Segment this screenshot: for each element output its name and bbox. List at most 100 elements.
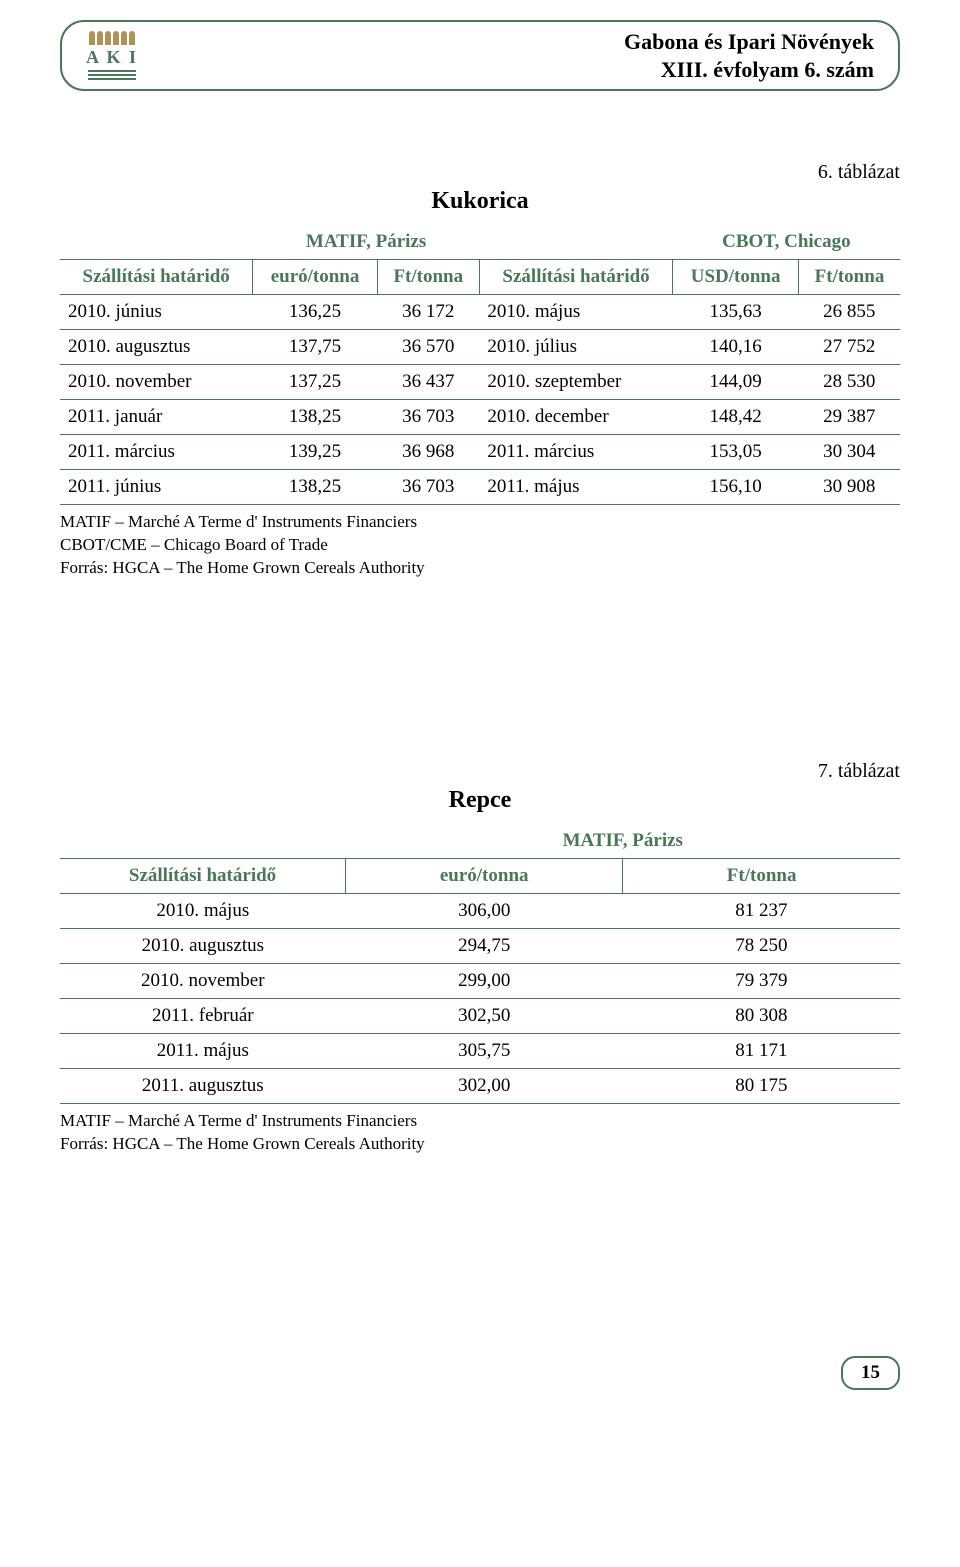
- cell: 36 172: [377, 295, 479, 330]
- cell: 2011. június: [60, 470, 253, 505]
- cell: 2010. december: [479, 400, 672, 435]
- cell: 138,25: [253, 470, 377, 505]
- table6-col-delivery-right: Szállítási határidő: [479, 260, 672, 295]
- table7-col-ft: Ft/tonna: [623, 858, 900, 893]
- header-title-line1: Gabona és Ipari Növények: [624, 28, 874, 56]
- cell: 2010. szeptember: [479, 365, 672, 400]
- cell: 144,09: [673, 365, 799, 400]
- cell: 135,63: [673, 295, 799, 330]
- table7-col-delivery: Szállítási határidő: [60, 858, 346, 893]
- cell: 81 171: [623, 1033, 900, 1068]
- cell: 36 437: [377, 365, 479, 400]
- table-row: 2011. február302,5080 308: [60, 998, 900, 1033]
- table-row: 2010. augusztus294,7578 250: [60, 928, 900, 963]
- note-line: MATIF – Marché A Terme d' Instruments Fi…: [60, 511, 900, 534]
- cell: 28 530: [798, 365, 900, 400]
- cell: 302,00: [346, 1068, 623, 1103]
- table6-left-group: MATIF, Párizs: [253, 225, 480, 260]
- cell: 140,16: [673, 330, 799, 365]
- table6-notes: MATIF – Marché A Terme d' Instruments Fi…: [60, 511, 900, 580]
- table-row: 2010. május306,0081 237: [60, 893, 900, 928]
- note-line: CBOT/CME – Chicago Board of Trade: [60, 534, 900, 557]
- cell: 2010. augusztus: [60, 330, 253, 365]
- cell: 137,25: [253, 365, 377, 400]
- cell: 148,42: [673, 400, 799, 435]
- table6-col-usd: USD/tonna: [673, 260, 799, 295]
- table7-title: Repce: [60, 787, 900, 814]
- cell: 2010. július: [479, 330, 672, 365]
- cell: 299,00: [346, 963, 623, 998]
- cell: 2010. június: [60, 295, 253, 330]
- cell: 36 703: [377, 400, 479, 435]
- cell: 29 387: [798, 400, 900, 435]
- cell: 2011. január: [60, 400, 253, 435]
- table6-col-ft-left: Ft/tonna: [377, 260, 479, 295]
- logo-text: A K I: [86, 47, 138, 68]
- cell: 2010. augusztus: [60, 928, 346, 963]
- cell: 2011. május: [60, 1033, 346, 1068]
- cell: 2011. március: [479, 435, 672, 470]
- cell: 156,10: [673, 470, 799, 505]
- table-row: 2011. március139,2536 9682011. március15…: [60, 435, 900, 470]
- cell: 2010. november: [60, 963, 346, 998]
- note-line: MATIF – Marché A Terme d' Instruments Fi…: [60, 1110, 900, 1133]
- cell: 2011. február: [60, 998, 346, 1033]
- table-row: 2011. augusztus302,0080 175: [60, 1068, 900, 1103]
- note-line: Forrás: HGCA – The Home Grown Cereals Au…: [60, 557, 900, 580]
- cell: 2010. november: [60, 365, 253, 400]
- table6-col-ft-right: Ft/tonna: [798, 260, 900, 295]
- cell: 305,75: [346, 1033, 623, 1068]
- cell: 138,25: [253, 400, 377, 435]
- table6-title: Kukorica: [60, 188, 900, 215]
- cell: 27 752: [798, 330, 900, 365]
- cell: 306,00: [346, 893, 623, 928]
- table7-group: MATIF, Párizs: [346, 824, 900, 859]
- table7-notes: MATIF – Marché A Terme d' Instruments Fi…: [60, 1110, 900, 1156]
- table-row: 2010. június136,2536 1722010. május135,6…: [60, 295, 900, 330]
- cell: 137,75: [253, 330, 377, 365]
- table7-caption: 7. táblázat: [818, 760, 900, 783]
- cell: 2011. május: [479, 470, 672, 505]
- cell: 30 304: [798, 435, 900, 470]
- cell: 79 379: [623, 963, 900, 998]
- cell: 2010. május: [479, 295, 672, 330]
- table-row: 2010. november137,2536 4372010. szeptemb…: [60, 365, 900, 400]
- cell: 80 175: [623, 1068, 900, 1103]
- cell: 302,50: [346, 998, 623, 1033]
- table-row: 2010. november299,0079 379: [60, 963, 900, 998]
- table6-col-delivery-left: Szállítási határidő: [60, 260, 253, 295]
- logo-crop-icon: [89, 31, 135, 45]
- cell: 80 308: [623, 998, 900, 1033]
- cell: 30 908: [798, 470, 900, 505]
- table7: MATIF, Párizs Szállítási határidő euró/t…: [60, 824, 900, 1104]
- table-row: 2011. május305,7581 171: [60, 1033, 900, 1068]
- table7-col-eur: euró/tonna: [346, 858, 623, 893]
- logo-lines-icon: [88, 70, 136, 80]
- header-title-line2: XIII. évfolyam 6. szám: [624, 56, 874, 84]
- table-row: 2011. június138,2536 7032011. május156,1…: [60, 470, 900, 505]
- cell: 36 570: [377, 330, 479, 365]
- cell: 2011. augusztus: [60, 1068, 346, 1103]
- cell: 36 968: [377, 435, 479, 470]
- table-row: 2010. augusztus137,7536 5702010. július1…: [60, 330, 900, 365]
- cell: 81 237: [623, 893, 900, 928]
- table6-col-eur: euró/tonna: [253, 260, 377, 295]
- logo: A K I: [86, 31, 138, 80]
- cell: 26 855: [798, 295, 900, 330]
- table6: MATIF, Párizs CBOT, Chicago Szállítási h…: [60, 225, 900, 505]
- cell: 2011. március: [60, 435, 253, 470]
- note-line: Forrás: HGCA – The Home Grown Cereals Au…: [60, 1133, 900, 1156]
- cell: 78 250: [623, 928, 900, 963]
- header-title: Gabona és Ipari Növények XIII. évfolyam …: [624, 28, 874, 83]
- table6-right-group: CBOT, Chicago: [673, 225, 900, 260]
- table-row: 2011. január138,2536 7032010. december14…: [60, 400, 900, 435]
- cell: 36 703: [377, 470, 479, 505]
- cell: 2010. május: [60, 893, 346, 928]
- page-header: A K I Gabona és Ipari Növények XIII. évf…: [60, 20, 900, 91]
- cell: 136,25: [253, 295, 377, 330]
- cell: 139,25: [253, 435, 377, 470]
- cell: 294,75: [346, 928, 623, 963]
- page-footer: 15: [60, 1356, 900, 1390]
- cell: 153,05: [673, 435, 799, 470]
- table6-caption: 6. táblázat: [818, 161, 900, 184]
